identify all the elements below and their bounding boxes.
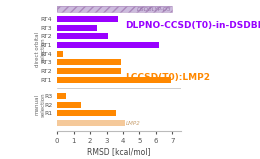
Bar [57, 120, 125, 126]
Bar [57, 68, 121, 74]
X-axis label: RMSD [kcal/mol]: RMSD [kcal/mol] [87, 147, 151, 156]
Bar [57, 77, 171, 83]
Text: LCCSD(T0):LMP2: LCCSD(T0):LMP2 [125, 73, 210, 82]
Bar [57, 93, 66, 99]
Text: direct orbital
selection: direct orbital selection [35, 32, 45, 67]
Bar [57, 6, 172, 12]
Bar [57, 33, 108, 39]
Bar [57, 111, 115, 116]
Bar [57, 59, 121, 66]
Bar [57, 25, 98, 31]
Text: DLPNO-CCSD(T0)-in-DSDBLYP-D3: DLPNO-CCSD(T0)-in-DSDBLYP-D3 [125, 21, 260, 30]
Text: LMP2: LMP2 [126, 121, 141, 126]
Text: DSDBLYP-D3: DSDBLYP-D3 [137, 7, 172, 12]
Text: manual
selection: manual selection [35, 92, 45, 117]
Bar [57, 51, 63, 57]
Bar [57, 102, 81, 108]
Bar [57, 16, 118, 22]
Bar [57, 42, 159, 48]
Bar [57, 6, 172, 12]
